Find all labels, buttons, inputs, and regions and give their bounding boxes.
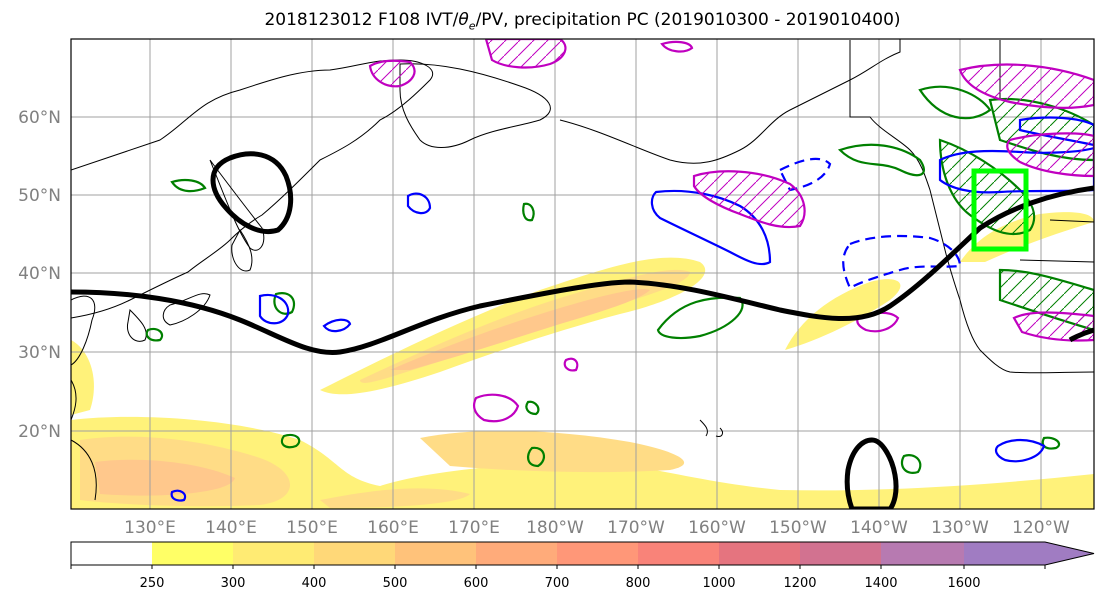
lon-label: 160°W xyxy=(688,518,746,538)
colorbar-ticks xyxy=(70,565,1046,569)
colorbar-tick-label: 1000 xyxy=(702,576,735,591)
colorbar-segment xyxy=(152,542,233,565)
colorbar-segment xyxy=(314,542,395,565)
colorbar-outline xyxy=(70,541,1095,566)
colorbar-segment xyxy=(557,542,638,565)
colorbar-extension-arrow xyxy=(964,542,1094,565)
lon-label: 150°W xyxy=(769,518,827,538)
lon-label: 140°E xyxy=(205,518,257,538)
title-text-start: 2018123012 F108 IVT/ xyxy=(264,10,459,30)
lon-label: 170°W xyxy=(607,518,665,538)
colorbar-segment xyxy=(476,542,557,565)
lon-label: 150°E xyxy=(286,518,338,538)
colorbar-tick-label: 1600 xyxy=(947,576,980,591)
lat-label: 40°N xyxy=(18,264,61,284)
graticule xyxy=(71,39,1094,509)
figure-title: 2018123012 F108 IVT/θe/PV, precipitation… xyxy=(0,10,1105,32)
colorbar-tick-label: 300 xyxy=(221,576,246,591)
colorbar-segment xyxy=(719,542,800,565)
colorbar-tick-label: 250 xyxy=(140,576,165,591)
title-text-end: /PV, precipitation PC (2019010300 - 2019… xyxy=(475,10,901,30)
region-box xyxy=(971,168,1029,252)
latitude-labels: 60°N 50°N 40°N 30°N 20°N xyxy=(18,108,61,442)
lat-label: 50°N xyxy=(18,186,61,206)
lon-label: 180°W xyxy=(526,518,584,538)
lat-label: 30°N xyxy=(18,343,61,363)
lon-label: 160°E xyxy=(367,518,419,538)
lon-label: 130°W xyxy=(931,518,989,538)
colorbar-tick-label: 1200 xyxy=(783,576,816,591)
title-subscript: e xyxy=(468,19,476,33)
lon-label: 170°E xyxy=(448,518,500,538)
colorbar-tick-label: 1400 xyxy=(864,576,897,591)
colorbar-segment xyxy=(233,542,314,565)
colorbar-tick-label: 800 xyxy=(626,576,651,591)
lon-label: 130°E xyxy=(124,518,176,538)
colorbar: 250 300 400 500 600 700 800 1000 1200 14… xyxy=(70,541,1095,591)
colorbar-segment xyxy=(638,542,719,565)
jet-axis xyxy=(71,151,1094,509)
colorbar-segment xyxy=(71,542,152,565)
ivt-shading xyxy=(71,212,1094,509)
colorbar-tick-label: 500 xyxy=(383,576,408,591)
pv-negative-contours xyxy=(368,39,1094,423)
map-frame xyxy=(70,38,1095,510)
colorbar-segment xyxy=(395,542,476,565)
colorbar-tick-label: 400 xyxy=(302,576,327,591)
title-theta: θ xyxy=(458,10,469,30)
lon-label: 140°W xyxy=(850,518,908,538)
longitude-labels: 130°E 140°E 150°E 160°E 170°E 180°W 170°… xyxy=(124,518,1070,538)
colorbar-tick-label: 600 xyxy=(464,576,489,591)
lat-label: 20°N xyxy=(18,422,61,442)
colorbar-segment xyxy=(800,542,881,565)
lon-label: 120°W xyxy=(1012,518,1070,538)
lat-label: 60°N xyxy=(18,108,61,128)
colorbar-segment xyxy=(881,542,964,565)
colorbar-tick-label: 700 xyxy=(545,576,570,591)
